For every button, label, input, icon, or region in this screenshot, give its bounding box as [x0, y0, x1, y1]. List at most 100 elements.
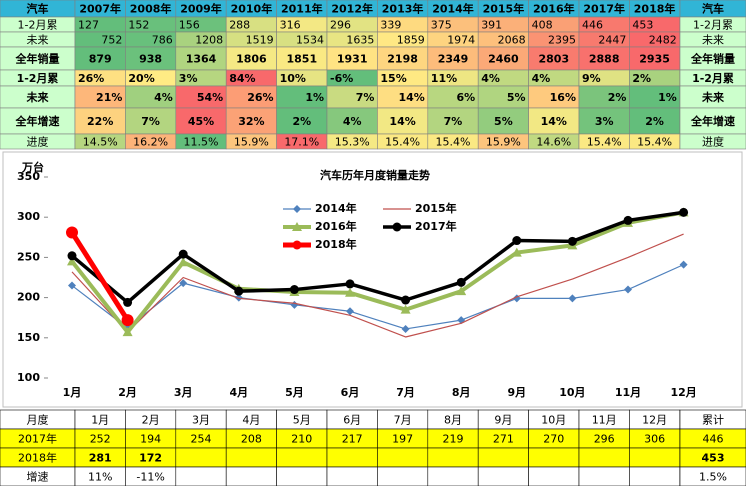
cell-value: 408: [532, 19, 553, 32]
header-text: 2009年: [180, 2, 222, 16]
bottom-cell: [175, 447, 227, 468]
legend-marker: [293, 205, 301, 213]
cell-value: 15.9%: [486, 136, 521, 149]
cell-value: 84%: [229, 72, 255, 85]
cell-value: 453: [632, 19, 653, 32]
cell-value: 14.5%: [83, 136, 118, 149]
cell-value: 15.4%: [637, 136, 672, 149]
cell-value: 1519: [246, 34, 274, 47]
legend-label: 2014年: [315, 201, 357, 215]
bottom-cell-text: 2018年: [18, 451, 57, 465]
header-text: 2011年: [281, 2, 323, 16]
bottom-cell-text: 208: [241, 433, 262, 446]
cell-value: 3%: [595, 115, 614, 128]
cell-value: 938: [139, 53, 162, 66]
point: [512, 236, 522, 246]
cell-value: 26%: [78, 72, 104, 85]
point: [679, 207, 689, 217]
x-tick-label: 3月: [174, 386, 193, 399]
row-label: 1-2月累: [17, 72, 59, 85]
point: [179, 279, 188, 288]
cell-value: 14%: [541, 115, 567, 128]
bottom-cell-text: 270: [543, 433, 564, 446]
cell-value: 2482: [649, 34, 677, 47]
point: [401, 324, 410, 333]
cell-value: 156: [179, 19, 200, 32]
cell-value: 7%: [356, 91, 375, 104]
x-tick-label: 7月: [396, 386, 415, 399]
y-tick-label: 250: [17, 250, 40, 263]
bottom-cell: [276, 466, 328, 486]
cell-value: 4%: [481, 72, 500, 85]
header-text: 汽车: [27, 2, 49, 16]
cell-value: 15.9%: [234, 136, 269, 149]
point: [456, 286, 467, 296]
point: [123, 297, 133, 307]
bottom-cell-text: -11%: [136, 471, 164, 484]
cell-value: 3%: [179, 72, 198, 85]
point: [67, 256, 77, 266]
point: [178, 249, 188, 259]
bottom-cell: [528, 466, 580, 486]
header-text: 2010年: [231, 2, 273, 16]
header-text: 2008年: [130, 2, 172, 16]
heat-cell: [74, 107, 126, 135]
cell-value: 2803: [538, 53, 569, 66]
bottom-cell: [225, 447, 277, 468]
row-label: 全年销量: [15, 52, 60, 66]
cell-value: 2447: [598, 34, 626, 47]
point: [400, 304, 411, 314]
heat-cell: [477, 107, 529, 135]
point: [66, 226, 78, 239]
x-tick-label: 1月: [63, 386, 82, 399]
bottom-header-text: 12月: [642, 414, 667, 427]
x-tick-label: 4月: [229, 386, 248, 399]
cell-value: 127: [78, 19, 99, 32]
cell-value: 15.3%: [335, 136, 370, 149]
row-label: 全年增速: [15, 114, 60, 128]
cell-value: 32%: [238, 115, 264, 128]
point: [456, 277, 466, 287]
bottom-header-text: 7月: [394, 414, 412, 427]
point: [178, 257, 189, 267]
row-label-cell: [0, 107, 76, 135]
bottom-cell: [528, 447, 580, 468]
point: [346, 307, 354, 316]
cell-value: 1208: [195, 34, 223, 47]
cell-value: 4%: [532, 72, 551, 85]
cell-value: 2198: [387, 53, 418, 66]
cell-value: 14%: [389, 115, 415, 128]
header-text: 2017年: [583, 2, 625, 16]
cell-value: 752: [101, 34, 122, 47]
cell-value: 10%: [280, 72, 306, 85]
cell-value: 20%: [128, 72, 154, 85]
cell-value: 14.6%: [536, 136, 571, 149]
cell-value: 1974: [447, 34, 475, 47]
cell-value: 2%: [632, 72, 651, 85]
row-label: 全年销量: [690, 52, 735, 66]
bottom-cell-text: 2017年: [18, 432, 57, 446]
cell-value: 2%: [608, 91, 627, 104]
cell-value: 4%: [343, 115, 362, 128]
bottom-cell-text: 296: [594, 433, 615, 446]
bottom-header-text: 8月: [444, 414, 462, 427]
cell-value: 786: [152, 34, 173, 47]
cell-value: 9%: [582, 72, 601, 85]
point: [289, 285, 299, 295]
point: [68, 281, 76, 290]
series-line: [70, 210, 684, 335]
y-tick-label: 300: [17, 210, 40, 223]
legend-label: 2018年: [315, 237, 357, 251]
row-label: 未来: [702, 34, 724, 47]
row-label: 1-2月累: [693, 19, 733, 32]
header-text: 2007年: [79, 2, 121, 16]
bottom-cell-text: 281: [89, 452, 112, 465]
cell-value: 1859: [397, 34, 425, 47]
cell-value: 22%: [87, 115, 113, 128]
cell-value: 4%: [154, 91, 173, 104]
point: [567, 236, 577, 246]
bottom-cell: [477, 466, 529, 486]
cell-value: 2395: [548, 34, 576, 47]
bottom-header-text: 1月: [91, 414, 109, 427]
bottom-header-text: 3月: [192, 414, 210, 427]
